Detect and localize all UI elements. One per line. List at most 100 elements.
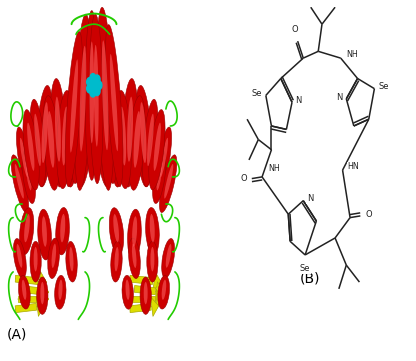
Ellipse shape <box>75 105 82 161</box>
Ellipse shape <box>158 275 169 309</box>
Ellipse shape <box>113 214 119 242</box>
Ellipse shape <box>114 247 119 271</box>
Polygon shape <box>17 296 40 303</box>
Ellipse shape <box>149 110 165 190</box>
Polygon shape <box>130 275 153 284</box>
Ellipse shape <box>30 99 46 187</box>
Ellipse shape <box>17 244 22 268</box>
Ellipse shape <box>166 244 171 268</box>
Circle shape <box>90 88 96 97</box>
Ellipse shape <box>89 42 94 143</box>
Ellipse shape <box>128 209 141 260</box>
Ellipse shape <box>82 114 89 166</box>
Ellipse shape <box>153 150 166 204</box>
Text: (A): (A) <box>6 327 27 342</box>
Ellipse shape <box>30 242 41 282</box>
Ellipse shape <box>34 247 37 271</box>
Ellipse shape <box>23 110 39 190</box>
Circle shape <box>90 79 98 91</box>
Ellipse shape <box>122 275 134 309</box>
Ellipse shape <box>115 91 131 189</box>
Ellipse shape <box>70 60 78 153</box>
Ellipse shape <box>20 208 34 255</box>
Ellipse shape <box>160 138 168 177</box>
Polygon shape <box>15 303 37 313</box>
Ellipse shape <box>89 14 103 184</box>
Text: O: O <box>292 25 298 34</box>
Ellipse shape <box>109 208 124 255</box>
Ellipse shape <box>97 7 114 190</box>
Text: NH: NH <box>346 50 358 59</box>
Ellipse shape <box>42 102 48 163</box>
Ellipse shape <box>69 102 74 163</box>
Ellipse shape <box>57 91 73 189</box>
Ellipse shape <box>62 106 68 165</box>
Ellipse shape <box>77 99 93 187</box>
Ellipse shape <box>79 46 86 152</box>
Ellipse shape <box>144 282 148 304</box>
Ellipse shape <box>128 96 145 190</box>
Text: N: N <box>307 195 313 204</box>
Ellipse shape <box>48 111 54 168</box>
Ellipse shape <box>52 244 56 268</box>
Ellipse shape <box>25 158 32 190</box>
Ellipse shape <box>110 54 118 151</box>
Text: N: N <box>295 96 302 105</box>
Text: Se: Se <box>251 89 262 98</box>
Text: O: O <box>240 174 247 183</box>
Ellipse shape <box>74 14 91 190</box>
Ellipse shape <box>134 111 140 168</box>
Ellipse shape <box>162 280 166 300</box>
Ellipse shape <box>132 216 137 247</box>
Ellipse shape <box>11 155 29 213</box>
Ellipse shape <box>164 164 173 199</box>
Text: O: O <box>365 210 372 219</box>
Ellipse shape <box>13 239 26 278</box>
Ellipse shape <box>55 97 61 162</box>
Ellipse shape <box>151 247 154 271</box>
Circle shape <box>96 81 102 90</box>
Ellipse shape <box>95 99 111 187</box>
Ellipse shape <box>85 10 99 180</box>
Ellipse shape <box>122 79 138 187</box>
Ellipse shape <box>106 25 123 187</box>
Ellipse shape <box>22 150 35 204</box>
Ellipse shape <box>159 155 177 213</box>
Ellipse shape <box>146 208 159 255</box>
Ellipse shape <box>140 277 151 314</box>
Ellipse shape <box>156 127 172 193</box>
Ellipse shape <box>36 86 53 187</box>
Ellipse shape <box>154 123 161 171</box>
Ellipse shape <box>38 209 52 260</box>
Text: Se: Se <box>300 265 310 273</box>
Polygon shape <box>134 286 156 295</box>
Ellipse shape <box>69 247 74 271</box>
Text: HN: HN <box>347 162 359 171</box>
Ellipse shape <box>99 114 106 166</box>
Ellipse shape <box>120 106 126 165</box>
Ellipse shape <box>94 45 99 147</box>
Ellipse shape <box>22 280 26 300</box>
Ellipse shape <box>127 97 133 162</box>
Ellipse shape <box>16 127 32 193</box>
Circle shape <box>87 78 92 86</box>
Ellipse shape <box>132 244 136 268</box>
Ellipse shape <box>60 214 65 242</box>
Polygon shape <box>130 303 151 313</box>
Ellipse shape <box>24 214 30 242</box>
Ellipse shape <box>114 102 119 163</box>
Ellipse shape <box>15 164 24 199</box>
Ellipse shape <box>66 242 77 282</box>
Ellipse shape <box>50 79 66 187</box>
Ellipse shape <box>71 89 86 183</box>
Circle shape <box>90 74 96 82</box>
Polygon shape <box>15 275 38 284</box>
Ellipse shape <box>64 85 79 187</box>
Text: Se: Se <box>379 82 389 91</box>
Ellipse shape <box>54 275 66 309</box>
Ellipse shape <box>37 277 48 314</box>
Ellipse shape <box>142 99 158 187</box>
Text: (B): (B) <box>300 271 320 286</box>
Ellipse shape <box>150 214 155 242</box>
Ellipse shape <box>42 216 47 247</box>
